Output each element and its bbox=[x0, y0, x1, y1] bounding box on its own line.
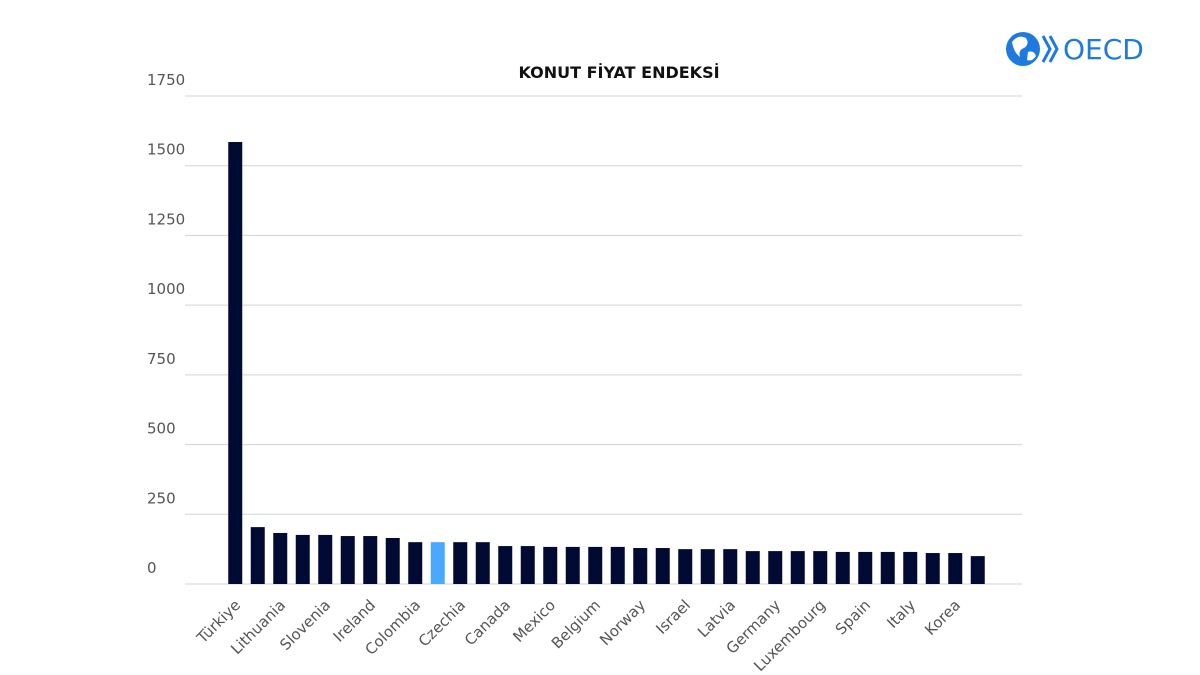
bar bbox=[565, 546, 580, 584]
bar bbox=[835, 551, 850, 584]
y-tick-label: 1500 bbox=[147, 141, 185, 159]
bar bbox=[610, 546, 625, 584]
bar bbox=[385, 537, 400, 584]
y-tick-label: 1250 bbox=[147, 210, 185, 228]
bar bbox=[250, 527, 265, 584]
bar bbox=[655, 548, 670, 584]
bar bbox=[700, 549, 715, 584]
x-tick-label: Italy bbox=[883, 596, 919, 632]
x-tick-label: Spain bbox=[832, 596, 874, 638]
bar bbox=[745, 551, 760, 584]
bar bbox=[903, 551, 918, 584]
x-tick-label: Belgium bbox=[548, 596, 604, 652]
bar bbox=[430, 542, 445, 584]
bar bbox=[408, 542, 423, 584]
bar bbox=[723, 549, 738, 584]
y-tick-label: 500 bbox=[147, 420, 176, 438]
logo-text: OECD bbox=[1063, 33, 1144, 66]
bar bbox=[633, 548, 648, 584]
y-tick-label: 250 bbox=[147, 489, 176, 507]
bar bbox=[340, 536, 355, 584]
bar bbox=[228, 142, 243, 585]
y-tick-label: 1000 bbox=[147, 280, 185, 298]
x-tick-label: Czechia bbox=[415, 596, 469, 650]
bar bbox=[453, 542, 468, 584]
bar bbox=[318, 534, 333, 584]
bar bbox=[475, 542, 490, 584]
bar bbox=[925, 553, 940, 584]
x-tick-label: Israel bbox=[652, 596, 694, 638]
bar bbox=[588, 546, 603, 584]
x-tick-label: Norway bbox=[596, 596, 649, 649]
bar bbox=[790, 551, 805, 584]
x-tick-label: Canada bbox=[461, 596, 514, 649]
bar bbox=[813, 551, 828, 584]
bar bbox=[543, 546, 558, 584]
bar bbox=[880, 551, 895, 584]
bar bbox=[948, 553, 963, 584]
bar bbox=[678, 549, 693, 584]
bar bbox=[768, 551, 783, 584]
bar bbox=[520, 546, 535, 584]
bar bbox=[970, 556, 985, 584]
y-tick-label: 1750 bbox=[147, 71, 185, 89]
oecd-logo: OECD bbox=[1006, 32, 1144, 66]
logo-land bbox=[1012, 36, 1036, 61]
bar bbox=[295, 534, 310, 584]
logo-chevrons bbox=[1041, 35, 1059, 63]
y-tick-label: 750 bbox=[147, 350, 176, 368]
bar bbox=[363, 536, 378, 584]
x-tick-label: Korea bbox=[921, 596, 964, 639]
bar bbox=[858, 551, 873, 584]
bar bbox=[498, 546, 513, 584]
chart-title: KONUT FİYAT ENDEKSİ bbox=[518, 63, 719, 82]
y-tick-label: 0 bbox=[147, 559, 157, 577]
bar bbox=[273, 532, 288, 584]
